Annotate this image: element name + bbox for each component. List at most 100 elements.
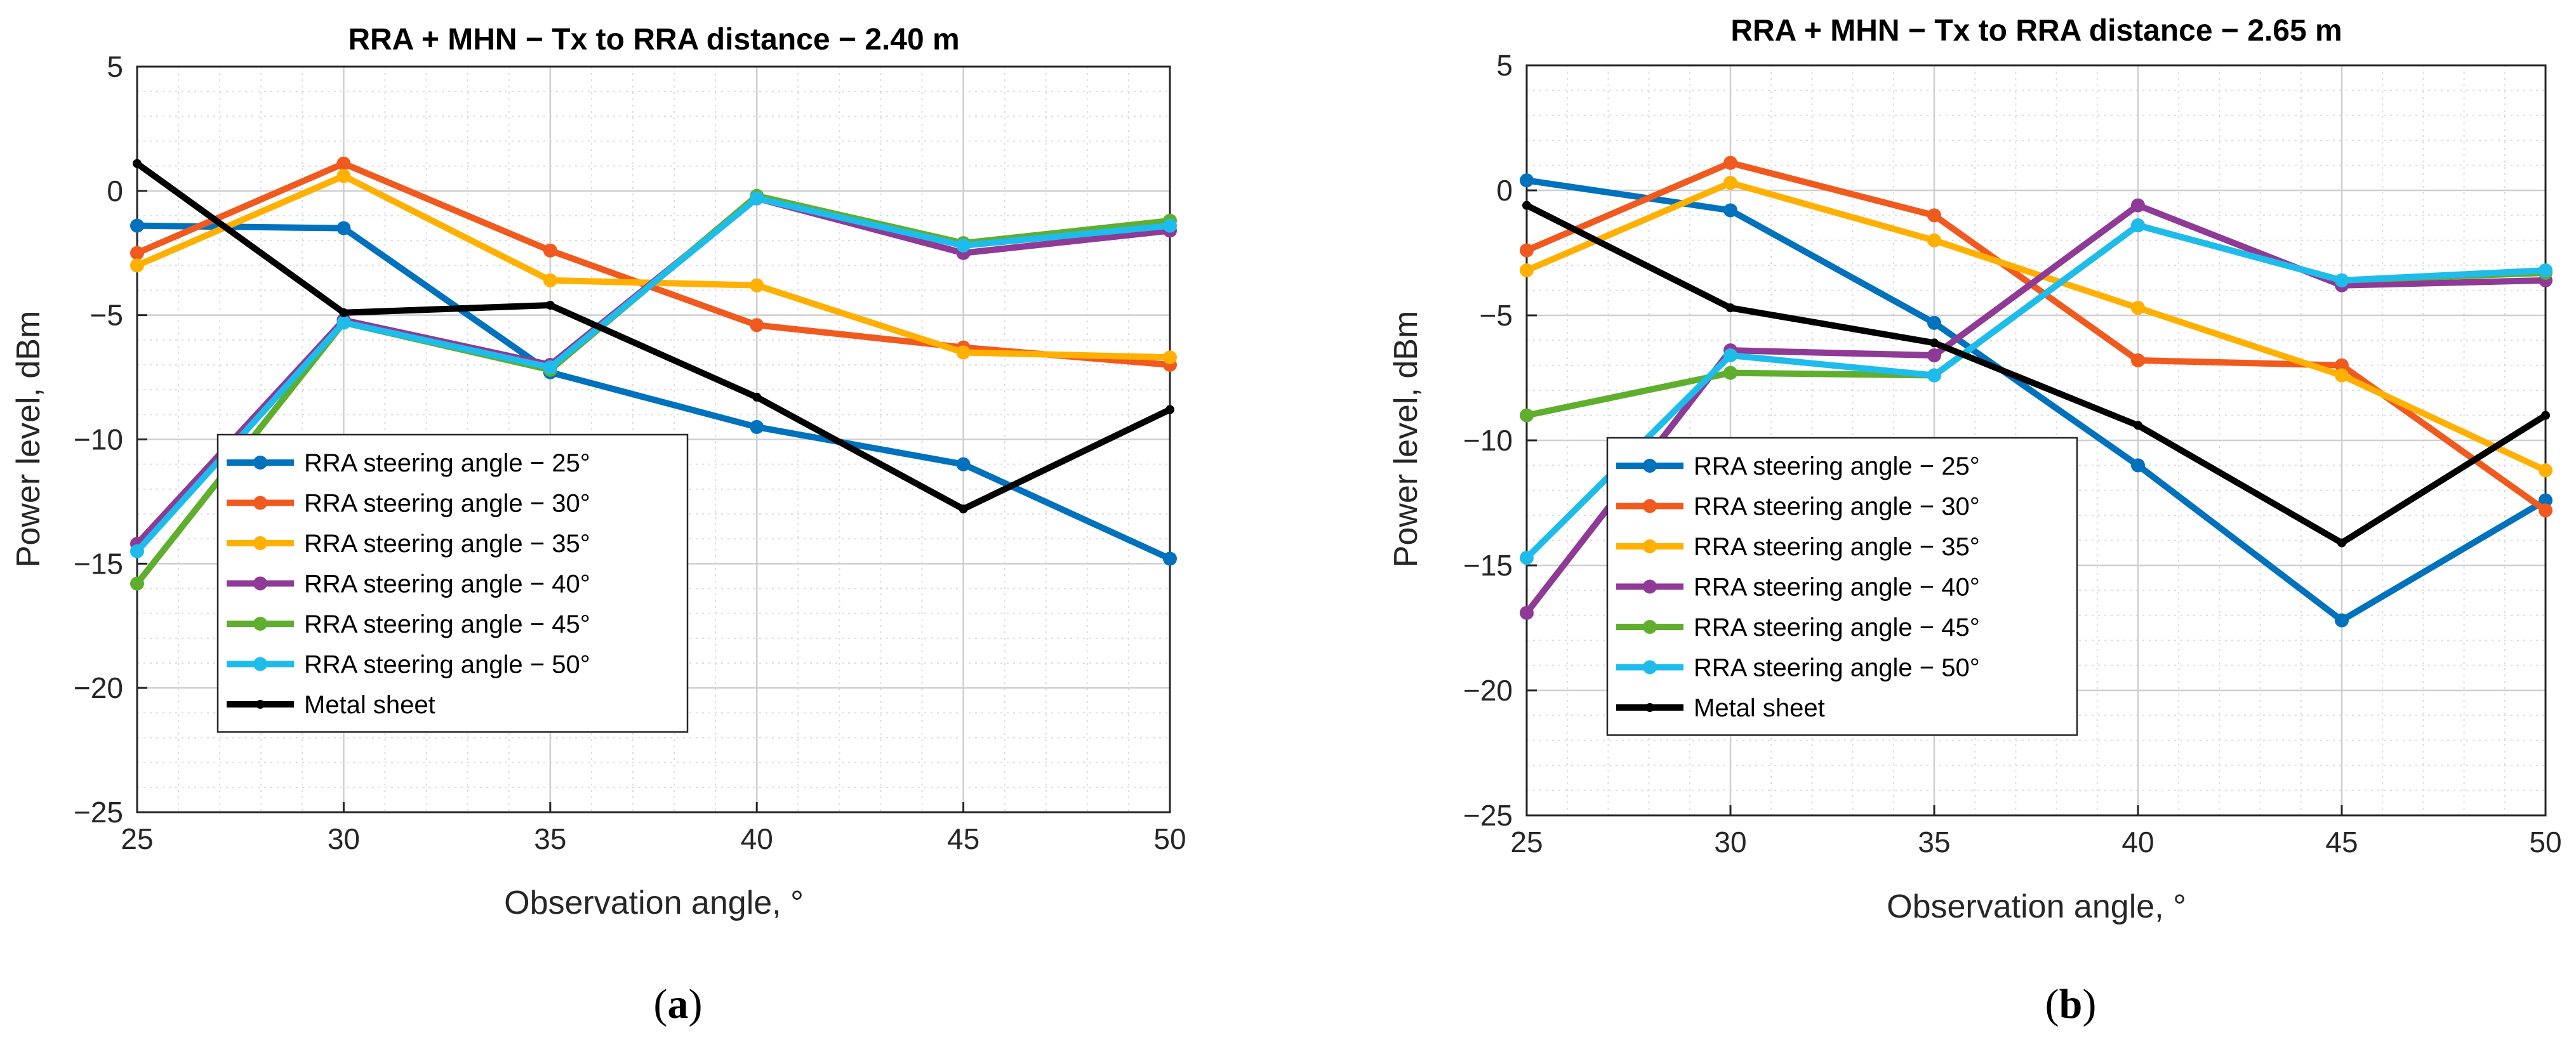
data-point [2539, 503, 2553, 518]
data-point [1520, 551, 1534, 565]
legend-entry-label: RRA steering angle − 45° [304, 610, 590, 638]
series-line [1524, 180, 2549, 474]
legend-swatch-marker [253, 617, 267, 631]
data-point [336, 169, 351, 183]
x-tick-label: 35 [534, 822, 566, 855]
y-tick-label: −5 [1480, 299, 1513, 332]
series-line [1524, 222, 2549, 562]
legend-swatch-marker [253, 496, 267, 510]
legend-swatch-marker [256, 700, 265, 709]
legend-entry-label: Metal sheet [304, 691, 435, 719]
data-point [339, 308, 349, 317]
x-tick-label: 40 [741, 822, 773, 855]
y-axis-label: Power level, dBm [1388, 311, 1424, 568]
data-point [2131, 218, 2145, 233]
x-tick-label: 45 [947, 822, 979, 855]
y-tick-label: −15 [74, 547, 123, 580]
y-tick-label: −10 [1463, 424, 1513, 457]
legend-swatch-marker [1643, 660, 1657, 675]
data-point [336, 156, 351, 171]
legend-swatch-marker [1643, 499, 1657, 513]
data-point [2539, 263, 2553, 278]
legend: RRA steering angle − 25° RRA steering ang… [216, 433, 689, 733]
y-tick-label: 5 [1496, 49, 1513, 82]
legend-entry-label: RRA steering angle − 30° [304, 490, 590, 518]
legend-entry-label: RRA steering angle − 50° [304, 651, 590, 679]
chart-title: RRA + MHN − Tx to RRA distance − 2.40 m [348, 23, 959, 56]
x-tick-label: 25 [121, 822, 153, 855]
y-tick-label: −20 [74, 671, 123, 704]
series-6 [130, 191, 1177, 558]
legend-entry-label: RRA steering angle − 25° [1694, 452, 1980, 480]
legend-entry-label: Metal sheet [1694, 694, 1825, 722]
chart-title: RRA + MHN − Tx to RRA distance − 2.65 m [1730, 14, 2342, 48]
legend-entry-label: RRA steering angle − 50° [1694, 654, 1980, 682]
x-axis-label: Observation angle, ° [504, 885, 804, 921]
data-point [956, 457, 971, 471]
panel-caption: (a) [654, 981, 703, 1027]
data-point [130, 246, 144, 260]
data-point [1163, 551, 1177, 566]
series-7 [133, 159, 1174, 514]
data-point [545, 301, 555, 310]
legend-entry-label: RRA steering angle − 35° [1694, 533, 1980, 561]
data-point [543, 360, 557, 374]
data-point [1163, 350, 1177, 365]
legend-swatch-marker [1645, 703, 1654, 712]
data-point [1723, 203, 1737, 218]
data-point [543, 273, 557, 287]
x-tick-label: 50 [1153, 822, 1186, 855]
x-axis-label: Observation angle, ° [1887, 888, 2186, 925]
data-point [2134, 421, 2142, 430]
y-tick-label: 5 [107, 50, 123, 83]
x-tick-label: 25 [1510, 826, 1543, 859]
data-point [750, 278, 764, 293]
y-tick-label: −20 [1463, 674, 1513, 707]
data-point [752, 392, 762, 402]
data-point [1520, 173, 1534, 188]
data-point [130, 258, 144, 273]
data-point [2131, 198, 2145, 213]
legend-swatch-marker [253, 456, 267, 470]
data-point [2131, 353, 2145, 367]
data-point [1927, 208, 1941, 223]
data-point [336, 315, 351, 330]
data-point [1522, 201, 1531, 210]
series-6 [1520, 218, 2553, 565]
data-point [1927, 368, 1941, 383]
data-point [2539, 493, 2553, 508]
data-point [2335, 613, 2349, 628]
legend-entry-label: RRA steering angle − 40° [304, 570, 590, 598]
legend-box [1606, 437, 2078, 736]
chart-panel-b: RRA + MHN − Tx to RRA distance − 2.65 m … [1388, 14, 2562, 1027]
legend-swatch-marker [1643, 539, 1657, 553]
data-point [1723, 155, 1737, 170]
series-line [1524, 202, 2549, 546]
legend-swatch-marker [1643, 579, 1657, 594]
x-tick-label: 50 [2529, 826, 2561, 859]
legend-entry-label: RRA steering angle − 45° [1694, 614, 1980, 642]
data-point [1520, 263, 1534, 278]
y-tick-label: −25 [1463, 799, 1513, 832]
data-point [2335, 358, 2349, 372]
y-tick-label: −15 [1463, 549, 1513, 582]
data-point [543, 243, 557, 258]
legend-box [216, 433, 689, 733]
data-point [959, 504, 968, 514]
x-tick-label: 45 [2325, 826, 2358, 859]
legend-entry-label: RRA steering angle − 40° [1694, 574, 1980, 602]
panel-caption-letter: a [668, 981, 689, 1027]
legend-entry-label: RRA steering angle − 30° [1694, 493, 1980, 521]
x-tick-label: 40 [2121, 826, 2154, 859]
x-tick-label: 35 [1918, 826, 1950, 859]
data-point [130, 576, 144, 591]
legend-swatch-marker [1643, 459, 1657, 473]
data-point [1930, 338, 1939, 348]
data-point [1723, 348, 1737, 363]
y-axis-label: Power level, dBm [10, 311, 47, 568]
data-point [336, 221, 351, 235]
legend-swatch-marker [253, 536, 267, 550]
x-tick-label: 30 [328, 822, 360, 855]
data-point [956, 239, 971, 253]
